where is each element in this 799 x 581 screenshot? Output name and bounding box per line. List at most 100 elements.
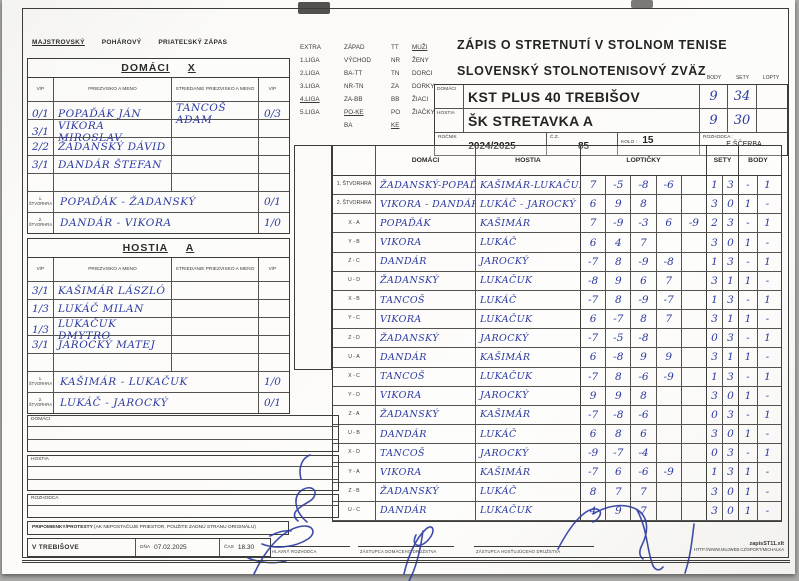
home-player-row: 3/1 VIKORA MIROSLAV — [28, 120, 289, 144]
ball-set4 — [657, 425, 682, 444]
ball-set2: 7 — [606, 482, 632, 501]
col-name: PRIEZVISKO A MENO — [54, 258, 172, 281]
ball-set2: -8 — [606, 405, 632, 425]
ball-set4 — [657, 329, 682, 348]
ball-set2: -9 — [606, 214, 632, 233]
body-home: - — [739, 367, 758, 386]
match-row: 1. ŠTVORHRAŽADANSKÝ-POPAĎÁKKAŠIMÁR-LUKAČ… — [333, 176, 781, 196]
match-home-player: ŽADANSKÝ-POPAĎÁK — [376, 176, 476, 195]
match-row: Z - A ŽADANSKÝ KAŠIMÁR -7 -8 -6 0 3-1 — [333, 405, 781, 426]
home-roster-title-text: DOMÁCI — [121, 62, 170, 74]
ball-set4 — [657, 405, 682, 425]
col-vp: V/P — [28, 78, 54, 101]
legend-row: EXTRA ZÁPAD TT MUŽI — [300, 44, 436, 57]
label-sety: SETY — [735, 75, 750, 81]
player-name: POPAĎÁK JÁN — [54, 102, 172, 126]
sety-away: 0 — [723, 482, 739, 501]
player-vp — [28, 354, 54, 371]
legend-region: VÝCHOD — [344, 57, 371, 64]
player-sub-vp — [259, 282, 286, 299]
away-lopty-score — [757, 109, 785, 132]
sety-home: 0 — [707, 405, 723, 425]
time-label: ČAS — [224, 545, 234, 550]
away-player-rows: 3/1 KAŠIMÁR LÁSZLÓ 1/3 LUKÁČ MILAN 1/3 LUKAČU… — [28, 282, 289, 372]
body-away: - — [765, 389, 770, 402]
sety-home: 3 — [707, 482, 723, 501]
match-home-player: ŽADANSKÝ — [376, 271, 476, 290]
sety-home: 1 — [707, 367, 723, 386]
away-roster-mark: A — [185, 242, 195, 254]
season-label: ROČNÍK — [438, 135, 457, 140]
ball-set2: -5 — [606, 176, 632, 195]
double-2-label: 2. ŠTVORHRA — [28, 212, 54, 233]
ball-set3: -9 — [631, 252, 657, 271]
match-type-poharovy: POHÁROVÝ — [101, 39, 142, 46]
ball-set5 — [682, 405, 707, 425]
ball-set3: -9 — [631, 290, 657, 310]
home-comments-label: DOMÁCI — [31, 417, 51, 422]
player-sub — [172, 120, 259, 144]
away-double-1: 1. ŠTVORHRA KAŠIMÁR - LUKAČUK 1/0 — [28, 372, 289, 393]
match-away-player: LUKÁČ - JAROCKÝ — [476, 195, 581, 214]
score-column-labels: BODY SETY LOPTY — [700, 75, 785, 81]
home-roster-table: DOMÁCI X V/P PRIEZVISKO A MENO STRIEDANI… — [27, 58, 290, 234]
ball-set4: -8 — [657, 252, 682, 271]
date-cell: DŇA 07.02.2025 — [136, 539, 220, 556]
legend-region: BA — [344, 122, 353, 129]
ball-set2: 9 — [606, 195, 632, 214]
double-1-vp: 0/1 — [264, 195, 281, 208]
player-sub: TANCOŠ ADAM — [172, 102, 259, 126]
legend-league: 4.LIGA — [300, 96, 320, 103]
home-rep-signature-line — [358, 546, 454, 547]
sety-home: 3 — [707, 501, 723, 520]
legend-category: ŽENY — [412, 57, 429, 64]
ball-set3: -8 — [631, 176, 657, 195]
legend-district: TN — [391, 70, 400, 77]
match-home-player: TANCOŠ — [376, 290, 476, 310]
ball-set2: 8 — [606, 367, 632, 386]
match-type-row: MAJSTROVSKÝ POHÁROVÝ PRIATEĽSKÝ ZÁPAS — [32, 39, 227, 46]
legend-row: BA KE — [300, 122, 436, 135]
player-vp: 3/1 — [28, 156, 54, 173]
body-away: - — [765, 485, 770, 498]
home-player-row: 0/1 POPAĎÁK JÁN TANCOŠ ADAM 0/3 — [28, 102, 289, 126]
match-away-player: LUKÁČ — [476, 482, 581, 501]
legend-district: BB — [391, 96, 400, 103]
referee-signature-line — [270, 546, 350, 547]
sety-away: 0 — [723, 195, 739, 214]
match-home-player: DANDÁR — [376, 425, 476, 444]
remarks-note: (AK NEPOSTAČUJE PRIESTOR, POUŽITE ZADNÚ … — [94, 525, 256, 530]
referee-comments-label: ROZHODCA — [31, 496, 59, 501]
match-row: X - D TANCOŠ JAROCKÝ -9 -7 -4 0 3-1 — [333, 444, 781, 464]
ball-set3: -6 — [631, 367, 657, 386]
match-row: U - D ŽADANSKÝ LUKAČUK -8 9 6 7 3 1 1- — [333, 271, 781, 291]
player-name: KAŠIMÁR LÁSZLÓ — [54, 282, 172, 299]
match-away-player: JAROCKÝ — [476, 329, 581, 348]
match-away-player: KAŠIMÁR — [476, 214, 581, 233]
ball-set4: -6 — [657, 176, 682, 195]
league-legend: EXTRA ZÁPAD TT MUŽI 1.LIGA VÝCHOD NR ŽENY 2.LIGA… — [300, 44, 436, 135]
ball-set2: -5 — [606, 329, 632, 348]
match-row: U - C DANDÁR LUKAČUK 4 9 7 3 0 1- — [333, 501, 781, 521]
legend-district: NR — [391, 57, 401, 64]
player-sub — [172, 282, 259, 299]
col-sub: STRIEDANIE PRIEZVISKO A MENO — [172, 78, 259, 101]
legend-league: 3.LIGA — [300, 83, 320, 90]
player-name: JAROCKÝ MATEJ — [54, 336, 172, 353]
home-sety-score: 34 — [728, 85, 757, 108]
ball-set2: 8 — [606, 252, 632, 271]
legend-row: 3.LIGA NR-TN ZA DORKY — [300, 83, 436, 96]
home-player-rows: 0/1 POPAĎÁK JÁN TANCOŠ ADAM 0/3 3/1 VIKORA MI… — [28, 102, 289, 192]
away-double-2: 2. ŠTVORHRA LUKÁČ - JAROCKÝ 0/1 — [28, 392, 289, 413]
away-body-score: 9 — [700, 109, 728, 132]
sety-home: 3 — [707, 195, 723, 214]
legend-league: 1.LIGA — [300, 57, 320, 64]
match-code: Y - D — [333, 386, 376, 405]
body-home: - — [739, 329, 758, 348]
away-player-row — [28, 354, 289, 372]
ball-set3: 9 — [631, 348, 657, 367]
ball-set1: 4 — [581, 501, 607, 520]
match-code: U - B — [333, 425, 376, 444]
match-code: U - A — [333, 348, 376, 367]
home-roster-header: V/P PRIEZVISKO A MENO STRIEDANIE PRIEZVI… — [28, 78, 289, 102]
